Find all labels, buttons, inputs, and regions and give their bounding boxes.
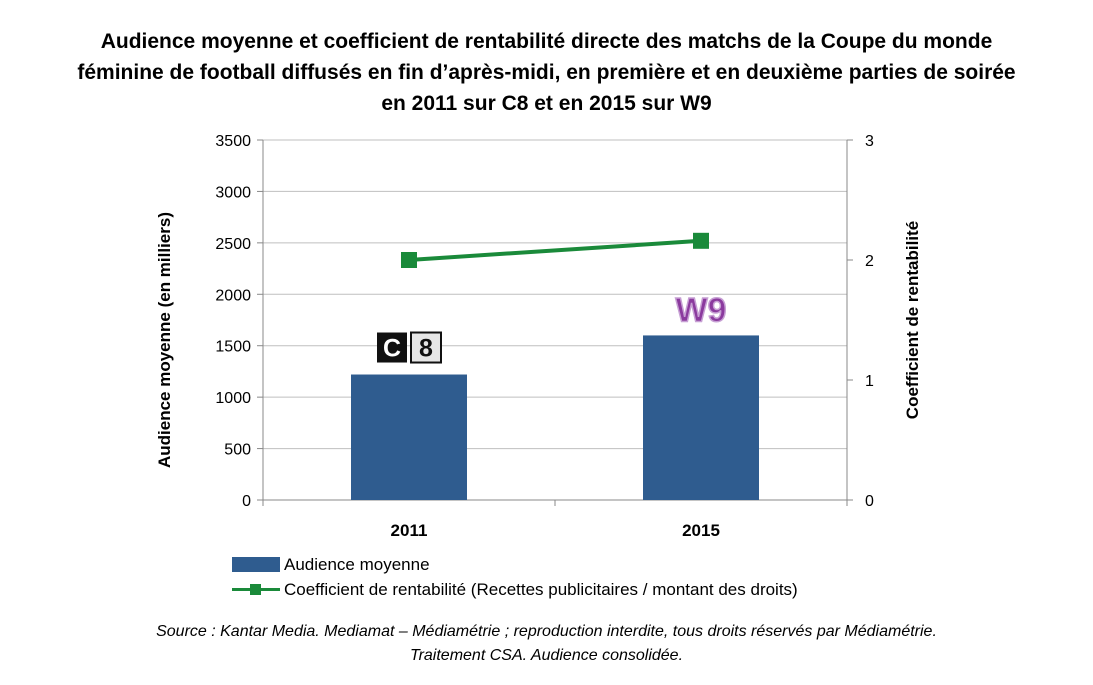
y-tick-label: 1000: [215, 390, 251, 407]
legend-label: Coefficient de rentabilité (Recettes pub…: [284, 580, 798, 599]
chart-title-line: féminine de football diffusés en fin d’a…: [77, 61, 1016, 84]
y-tick-label: 2500: [215, 236, 251, 253]
bar: [643, 335, 759, 500]
c8-logo-box: [377, 332, 407, 363]
legend-swatch-line: [232, 582, 280, 597]
y-tick-label: 0: [242, 493, 251, 510]
chart-title: Audience moyenne et coefficient de renta…: [20, 26, 1073, 119]
w9-logo: W9: [676, 291, 727, 329]
y-tick-label: 3500: [215, 133, 251, 150]
y2-axis-title: Coefficient de rentabilité: [903, 221, 922, 419]
c8-logo-letter: C: [383, 335, 401, 363]
series-line: [408, 238, 702, 262]
bar: [351, 374, 467, 500]
legend-item-bar: Audience moyenne: [232, 552, 798, 577]
line-marker: [693, 232, 709, 249]
source-line: Source : Kantar Media. Mediamat – Médiam…: [156, 623, 937, 640]
y-tick-label: 500: [224, 442, 251, 459]
x-tick-label: 2011: [391, 521, 428, 540]
y2-tick-label: 2: [865, 253, 874, 270]
y-tick-label: 2000: [215, 287, 251, 304]
legend-label: Audience moyenne: [284, 555, 430, 574]
x-tick-label: 2015: [682, 521, 720, 540]
c8-logo-box: [410, 331, 442, 364]
legend-swatch-bar: [232, 557, 280, 572]
legend-item-line: Coefficient de rentabilité (Recettes pub…: [232, 577, 798, 602]
y2-tick-label: 1: [865, 373, 874, 390]
chart-title-line: en 2011 sur C8 et en 2015 sur W9: [381, 92, 712, 115]
y-tick-label: 1500: [215, 339, 251, 356]
y2-tick-label: 0: [865, 493, 874, 510]
y-axis-title: Audience moyenne (en milliers): [155, 212, 174, 468]
source-note: Source : Kantar Media. Mediamat – Médiam…: [20, 620, 1073, 668]
source-line: Traitement CSA. Audience consolidée.: [409, 647, 684, 664]
line-marker: [401, 252, 417, 268]
y-tick-label: 3000: [215, 184, 251, 201]
c8-logo-digit: 8: [419, 335, 433, 363]
chart-title-line: Audience moyenne et coefficient de renta…: [100, 30, 993, 53]
y2-tick-label: 3: [865, 133, 874, 150]
chart-legend: Audience moyenne Coefficient de rentabil…: [232, 552, 798, 602]
